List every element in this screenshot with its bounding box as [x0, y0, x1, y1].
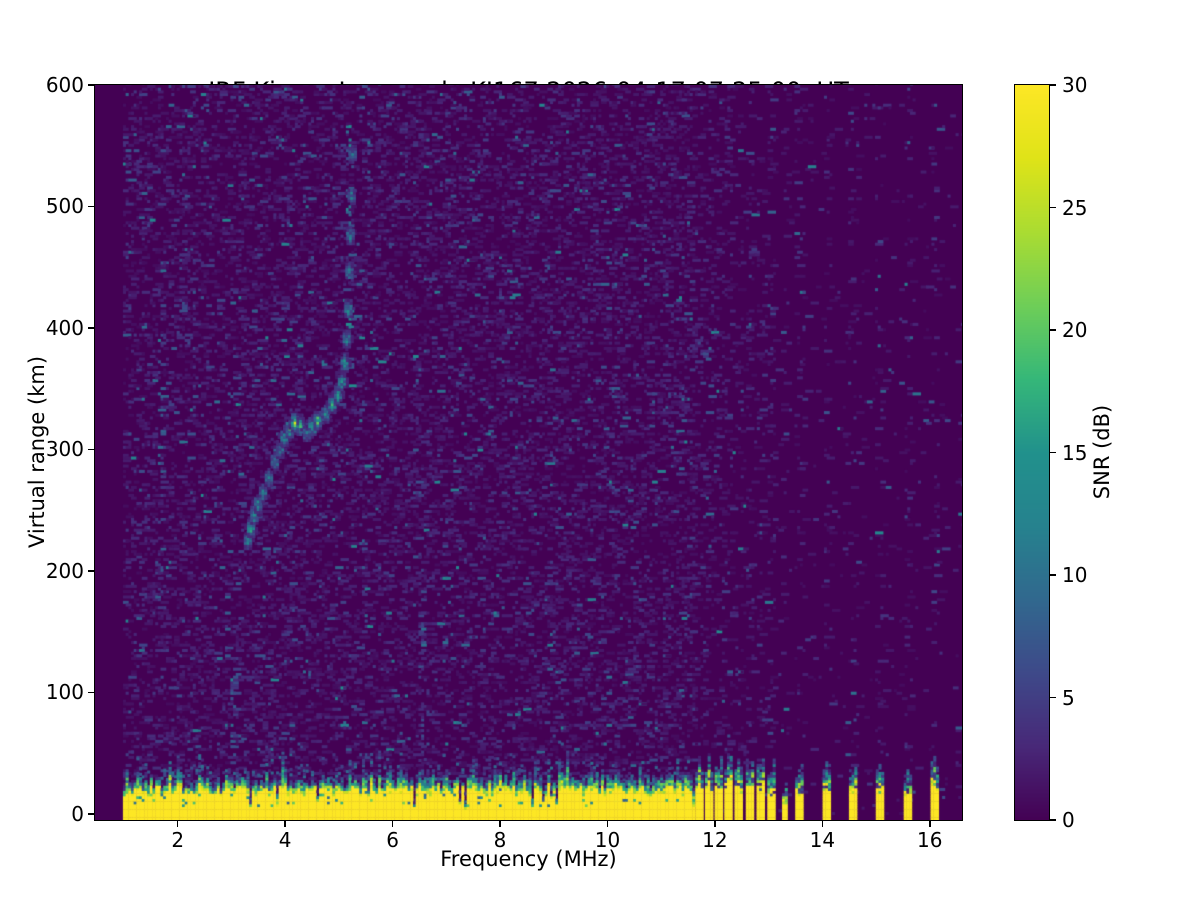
ionogram-heatmap-canvas — [95, 85, 962, 820]
colorbar-tick-label: 20 — [1062, 318, 1088, 342]
y-tick-mark — [88, 448, 94, 451]
y-tick-mark — [88, 84, 94, 86]
y-tick-label: 100 — [45, 680, 84, 705]
y-tick-mark — [88, 327, 94, 329]
colorbar-tick-mark — [1050, 329, 1056, 331]
x-tick-mark — [391, 821, 394, 827]
colorbar-label: SNR (dB) — [1090, 404, 1114, 500]
x-tick-mark — [284, 821, 286, 827]
x-tick-label: 12 — [702, 828, 728, 852]
colorbar-tick-mark — [1050, 206, 1056, 209]
colorbar-tick-label: 5 — [1062, 685, 1075, 710]
colorbar-tick-label: 0 — [1062, 808, 1075, 832]
colorbar-tick-label: 30 — [1062, 73, 1088, 97]
y-tick-label: 0 — [71, 801, 84, 826]
x-tick-mark — [929, 821, 931, 827]
x-tick-label: 8 — [493, 828, 507, 852]
x-tick-mark — [499, 821, 501, 827]
y-tick-mark — [88, 691, 94, 694]
x-tick-label: 16 — [917, 828, 943, 852]
y-tick-mark — [88, 205, 94, 208]
x-tick-label: 14 — [809, 828, 836, 852]
x-tick-mark — [606, 821, 609, 827]
x-axis-label: Frequency (MHz) — [440, 847, 617, 871]
colorbar-tick-label: 25 — [1062, 195, 1088, 220]
colorbar-tick-mark — [1050, 696, 1056, 699]
y-tick-label: 600 — [45, 73, 84, 97]
y-tick-label: 300 — [45, 437, 84, 462]
x-tick-label: 10 — [594, 828, 621, 852]
x-tick-label: 6 — [386, 828, 399, 852]
x-tick-label: 4 — [278, 828, 292, 852]
colorbar-tick-label: 10 — [1062, 563, 1088, 587]
colorbar-tick-mark — [1050, 819, 1056, 821]
x-tick-label: 2 — [171, 828, 185, 852]
x-tick-mark — [714, 821, 716, 827]
x-tick-mark — [176, 821, 179, 827]
colorbar-tick-mark — [1050, 84, 1056, 86]
colorbar-tick-mark — [1050, 451, 1056, 454]
y-tick-mark — [88, 813, 94, 815]
y-tick-mark — [88, 570, 94, 572]
x-tick-mark — [821, 821, 824, 827]
colorbar — [1014, 84, 1050, 821]
y-axis-label: Virtual range (km) — [25, 355, 49, 549]
colorbar-gradient-canvas — [1015, 85, 1049, 820]
colorbar-tick-mark — [1050, 574, 1056, 576]
y-tick-label: 400 — [45, 315, 84, 340]
plot-area — [94, 84, 963, 821]
colorbar-tick-label: 15 — [1062, 440, 1088, 465]
y-tick-label: 500 — [45, 194, 84, 219]
y-tick-label: 200 — [45, 558, 84, 583]
